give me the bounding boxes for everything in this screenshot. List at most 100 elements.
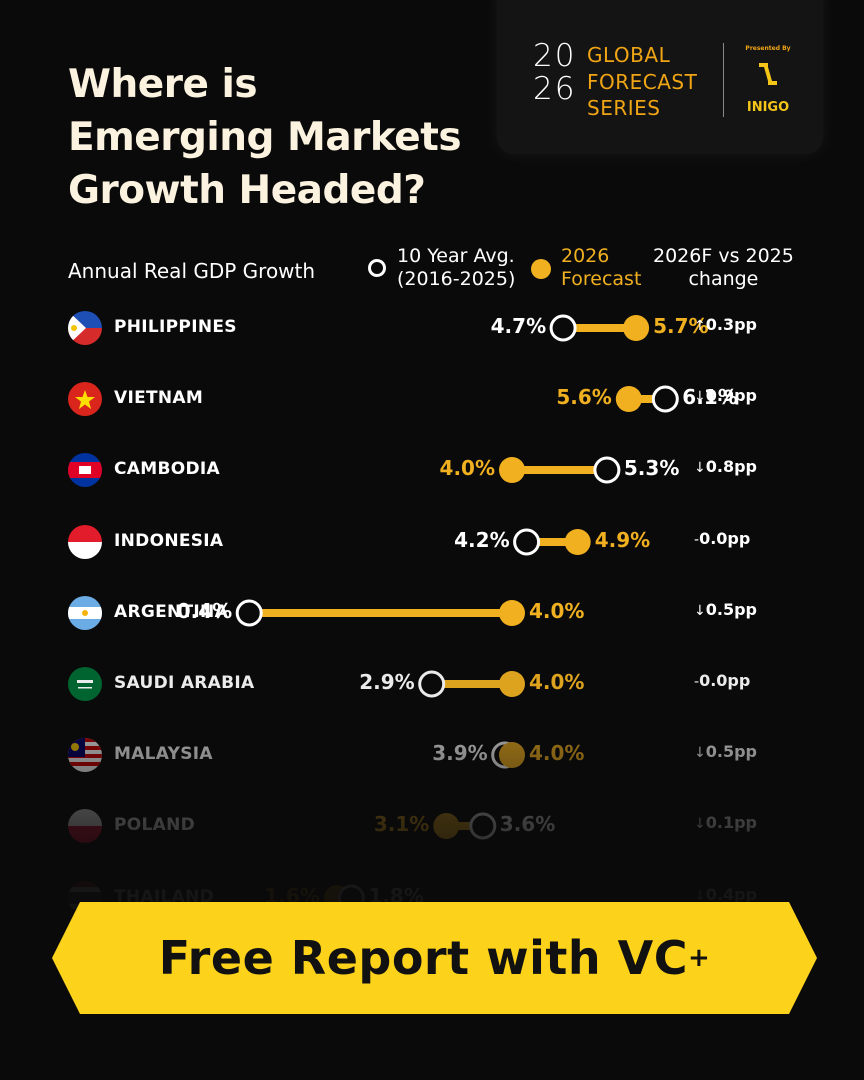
forecast-value-label: 4.9% [594, 527, 651, 552]
chart-row: INDONESIA 4.2% 4.9% -0.0pp [0, 517, 864, 567]
country-label: PHILIPPINES [114, 317, 237, 337]
forecast-point [433, 813, 460, 840]
change-arrow-icon: - [694, 674, 700, 690]
legend-avg-label: 10 Year Avg. (2016-2025) [397, 245, 515, 291]
change-arrow-icon: ↓ [694, 602, 706, 619]
change-value: ↓0.1pp [694, 813, 757, 832]
avg-value-label: 4.7% [490, 314, 547, 338]
country-label: CAMBODIA [114, 459, 220, 480]
change-value: ↑0.3pp [694, 315, 757, 334]
forecast-point [499, 742, 525, 769]
legend-forecast-line-2: Forecast [561, 268, 642, 290]
series-line-3: SERIES [587, 96, 661, 120]
philippines-flag-icon [68, 311, 102, 345]
inigo-logo-icon [759, 63, 777, 85]
avg-value-label: 3.9% [432, 741, 488, 766]
country-label: INDONESIA [114, 530, 224, 551]
avg-value-label: 5.3% [623, 456, 680, 481]
legend-change-line-1: 2026F vs 2025 [653, 245, 794, 267]
country-label: VIETNAM [114, 388, 204, 409]
cta-label-wrap: Free Report with VC + [52, 902, 817, 1014]
chart-row: POLAND 3.1% 3.6% ↓0.1pp [0, 801, 864, 851]
legend-forecast-label: 2026 Forecast [561, 245, 641, 291]
series-name: GLOBAL FORECAST SERIES [587, 42, 697, 122]
change-value: ↓0.8pp [694, 457, 757, 476]
avg-point [235, 599, 263, 627]
saudi-arabia-flag-icon [68, 667, 102, 701]
legend-avg-line-1: 10 Year Avg. [397, 245, 515, 267]
legend-change-line-2: change [688, 268, 759, 290]
forecast-point [623, 315, 650, 341]
forecast-value-label: 4.0% [439, 456, 495, 481]
change-label: 0.5pp [705, 599, 757, 619]
change-arrow-icon: ↓ [694, 816, 706, 833]
chart-row: PHILIPPINES 4.7% 5.7% ↑0.3pp [0, 303, 864, 353]
cta-label-sup: + [688, 943, 711, 973]
change-value: ↓0.5pp [694, 742, 757, 761]
avg-value-label: 3.6% [499, 812, 556, 837]
series-line-1: GLOBAL [587, 43, 671, 67]
forecast-value-label: 4.0% [529, 598, 585, 623]
argentina-flag-icon [68, 595, 102, 630]
change-value: -0.0pp [694, 529, 750, 548]
change-label: 0.0pp [699, 671, 751, 690]
avg-point [549, 314, 577, 342]
series-line-2: FORECAST [587, 69, 698, 94]
forecast-value-label: 3.1% [373, 812, 430, 837]
change-label: 0.4pp [705, 884, 757, 904]
dumbbell-marks [615, 385, 679, 413]
avg-point [593, 456, 621, 484]
dumbbell-marks [549, 314, 650, 342]
change-label: 0.3pp [705, 315, 757, 334]
change-label: 0.9pp [705, 386, 757, 406]
indonesia-flag-icon [68, 524, 102, 559]
chart-row: VIETNAM 5.6% 6.1% ↓0.9pp [0, 374, 864, 424]
legend-forecast-line-1: 2026 [561, 245, 610, 267]
badge-divider [723, 43, 724, 117]
avg-value-label: 4.2% [454, 527, 510, 552]
chart-row: ARGENTINA 0.4% 4.0% ↓0.5pp [0, 588, 864, 638]
avg-point [513, 528, 541, 556]
dumbbell-marks [418, 670, 525, 698]
change-label: 0.0pp [699, 528, 751, 548]
forecast-point [564, 528, 591, 555]
avg-value-label: 2.9% [359, 670, 415, 694]
cta-label: Free Report with VC [158, 931, 688, 985]
year-bottom: 26 [533, 71, 577, 107]
title-line-1: Where is [68, 62, 258, 107]
free-report-button[interactable]: Free Report with VC + [52, 902, 817, 1014]
legend-forecast-marker [531, 259, 551, 279]
vietnam-flag-icon [68, 382, 102, 417]
dumbbell-marks [235, 599, 525, 627]
series-year: 20 26 [533, 40, 576, 106]
legend-avg-line-2: (2016-2025) [397, 268, 516, 290]
title-line-2: Emerging Markets [68, 115, 462, 160]
forecast-value-label: 4.0% [529, 741, 585, 766]
avg-value-label: 0.4% [176, 598, 233, 623]
presented-by-label: Presented By [745, 45, 791, 52]
change-value: ↓0.5pp [694, 600, 757, 619]
change-label: 0.8pp [705, 457, 757, 477]
change-label: 0.5pp [705, 742, 757, 762]
dumbbell-marks [499, 456, 621, 484]
cta-shape [52, 902, 817, 1014]
change-arrow-icon: ↓ [694, 460, 706, 477]
forecast-value-label: 5.6% [556, 385, 612, 410]
chart-row: MALAYSIA 3.9% 4.0% ↓0.5pp [0, 730, 864, 780]
country-label: ARGENTINA [114, 601, 229, 622]
legend-avg-marker [368, 259, 386, 277]
chart-subtitle: Annual Real GDP Growth [68, 259, 316, 283]
change-value: ↓0.9pp [694, 386, 757, 405]
chart-row: CAMBODIA 4.0% 5.3% ↓0.8pp [0, 445, 864, 495]
sponsor-name: INIGO [746, 100, 790, 115]
forecast-point [499, 599, 525, 626]
chart-row: SAUDI ARABIA 2.9% 4.0% -0.0pp [0, 659, 864, 709]
country-label: SAUDI ARABIA [114, 673, 255, 693]
avg-value-label: 6.1% [682, 385, 738, 410]
legend-change-label: 2026F vs 2025 change [653, 245, 794, 291]
cambodia-flag-icon [68, 453, 102, 488]
change-arrow-icon: ↓ [694, 389, 706, 406]
change-value: -0.0pp [694, 671, 750, 690]
page-title: Where is Emerging Markets Growth Headed? [68, 58, 462, 217]
avg-point [418, 670, 446, 698]
